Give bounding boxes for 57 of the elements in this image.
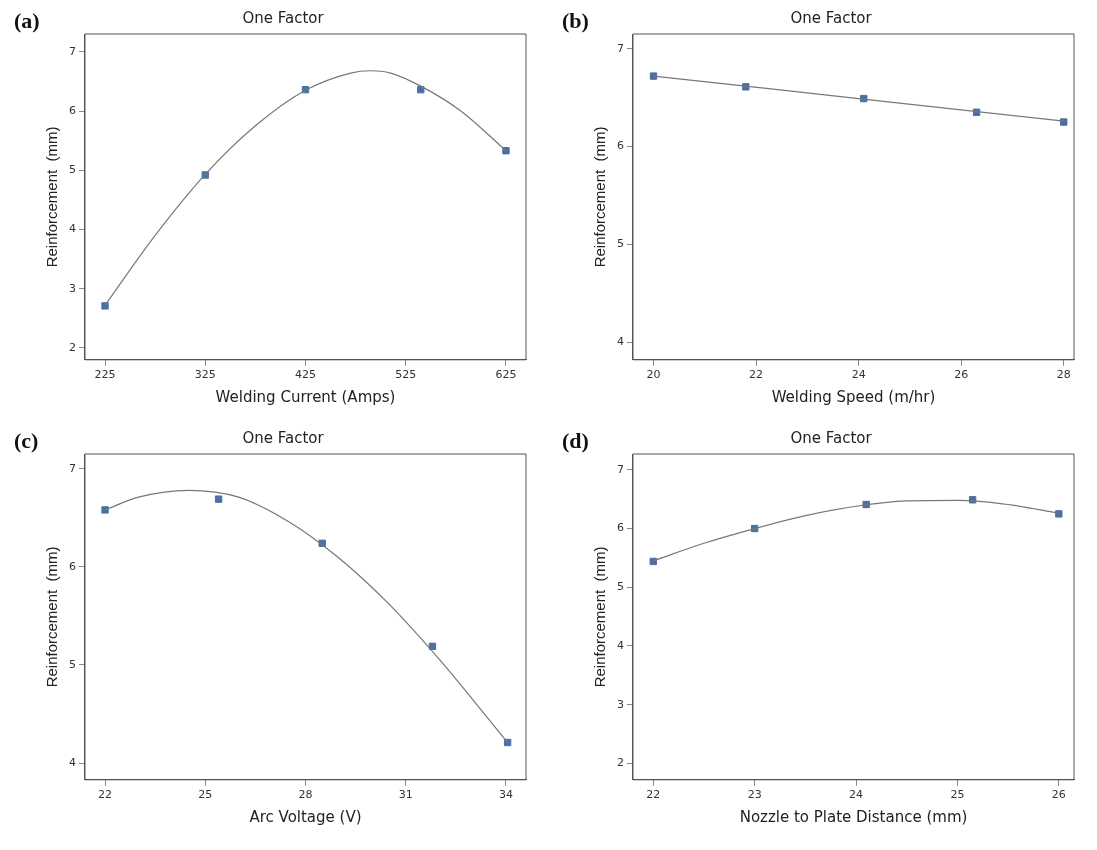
y-tick-label: 2	[617, 756, 624, 770]
y-tick-label: 4	[617, 638, 624, 652]
chart-title: One Factor	[790, 8, 873, 27]
y-tick-label: 4	[69, 222, 76, 236]
x-tick-label: 22	[646, 788, 661, 802]
y-tick-label: 6	[617, 139, 624, 153]
y-tick-label: 2	[69, 340, 76, 354]
y-axis-title: Reinforcement (mm)	[43, 546, 61, 688]
x-tick-label: 225	[94, 368, 116, 382]
x-tick-label: 23	[747, 788, 762, 802]
x-tick-label: 325	[194, 368, 216, 382]
x-tick-label: 25	[198, 788, 213, 802]
y-tick-label: 6	[69, 103, 76, 117]
x-tick-label: 24	[849, 788, 864, 802]
chart-title: One Factor	[242, 428, 325, 447]
y-tick-label: 7	[617, 41, 624, 55]
x-tick-label: 20	[646, 368, 661, 382]
x-tick-label: 25	[950, 788, 965, 802]
y-axis-title: Reinforcement (mm)	[591, 126, 609, 268]
y-axis-title: Reinforcement (mm)	[43, 126, 61, 268]
y-tick-label: 6	[69, 559, 76, 573]
x-tick-label: 425	[295, 368, 316, 382]
x-tick-label: 31	[398, 788, 413, 802]
chart-title: One Factor	[242, 8, 325, 27]
x-tick-label: 34	[498, 788, 513, 802]
y-tick-label: 3	[69, 281, 76, 295]
y-tick-label: 7	[617, 462, 624, 476]
text: (c)	[14, 428, 39, 454]
x-axis-title: Welding Current (Amps)	[215, 387, 396, 406]
y-tick-label: 5	[617, 580, 624, 594]
x-tick-label: 625	[495, 368, 517, 382]
y-tick-label: 5	[69, 163, 76, 177]
text: (b)	[562, 8, 589, 34]
y-tick-label: 5	[69, 657, 76, 671]
x-tick-label: 28	[1056, 368, 1071, 382]
y-tick-label: 7	[69, 44, 76, 58]
x-tick-label: 525	[395, 368, 417, 382]
chart-title: One Factor	[790, 428, 873, 447]
x-tick-label: 26	[1051, 788, 1066, 802]
point	[214, 495, 223, 503]
x-tick-label: 28	[298, 788, 313, 802]
y-axis-title: Reinforcement (mm)	[591, 546, 609, 688]
x-tick-label: 24	[851, 368, 866, 382]
y-tick-label: 7	[69, 461, 76, 475]
x-tick-label: 22	[749, 368, 764, 382]
x-tick-label: 22	[98, 788, 113, 802]
y-tick-label: 4	[69, 755, 76, 769]
text: (a)	[14, 8, 40, 34]
y-tick-label: 5	[617, 237, 624, 251]
text: (d)	[562, 428, 589, 454]
x-axis-title: Arc Voltage (V)	[249, 807, 362, 826]
x-axis-title: Welding Speed (m/hr)	[771, 387, 936, 406]
y-tick-label: 4	[617, 335, 624, 349]
y-tick-label: 3	[617, 697, 624, 711]
y-tick-label: 6	[617, 521, 624, 535]
x-tick-label: 26	[954, 368, 969, 382]
x-axis-title: Nozzle to Plate Distance (mm)	[739, 807, 968, 826]
